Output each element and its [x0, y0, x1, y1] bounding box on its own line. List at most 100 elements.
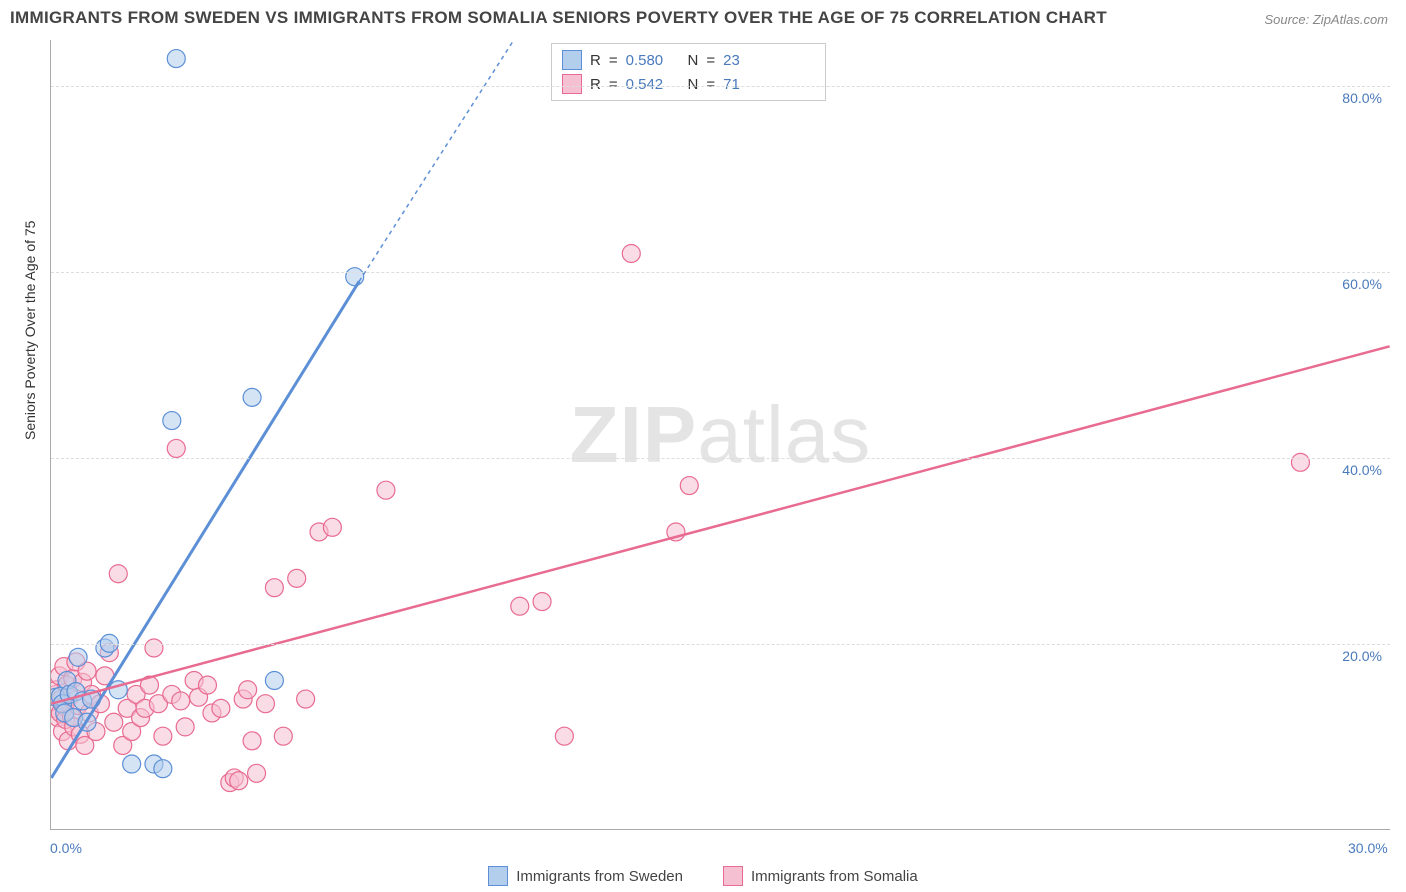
stats-legend: R = 0.580 N = 23 R = 0.542 N = 71	[551, 43, 826, 101]
scatter-point	[78, 662, 96, 680]
scatter-point	[109, 565, 127, 583]
x-tick-label: 0.0%	[50, 840, 82, 856]
r-value-0: 0.580	[626, 52, 664, 69]
scatter-point	[123, 755, 141, 773]
scatter-point	[198, 676, 216, 694]
gridline	[51, 86, 1390, 87]
trend-line	[51, 281, 359, 778]
bottom-label-sweden: Immigrants from Sweden	[516, 868, 683, 885]
scatter-point	[51, 685, 65, 703]
scatter-point	[80, 704, 98, 722]
scatter-point	[54, 695, 72, 713]
scatter-point	[51, 709, 67, 727]
scatter-point	[243, 732, 261, 750]
scatter-point	[67, 683, 85, 701]
scatter-point	[141, 676, 159, 694]
scatter-point	[123, 723, 141, 741]
scatter-point	[323, 518, 341, 536]
swatch-sweden	[562, 50, 582, 70]
plot-area: ZIPatlas R = 0.580 N = 23 R = 0.542 N	[50, 40, 1390, 830]
chart-title: IMMIGRANTS FROM SWEDEN VS IMMIGRANTS FRO…	[10, 8, 1107, 28]
scatter-point	[190, 688, 208, 706]
scatter-point	[51, 667, 68, 685]
x-tick-label: 30.0%	[1348, 840, 1388, 856]
scatter-point	[297, 690, 315, 708]
eq-1a: =	[609, 76, 618, 93]
scatter-point	[248, 764, 266, 782]
scatter-point	[69, 648, 87, 666]
scatter-point	[154, 727, 172, 745]
scatter-point	[87, 723, 105, 741]
stats-row-sweden: R = 0.580 N = 23	[562, 48, 815, 72]
scatter-point	[555, 727, 573, 745]
scatter-point	[83, 690, 101, 708]
scatter-point	[154, 760, 172, 778]
scatter-point	[667, 523, 685, 541]
scatter-point	[256, 695, 274, 713]
scatter-point	[57, 710, 75, 728]
scatter-point	[59, 732, 77, 750]
scatter-point	[622, 245, 640, 263]
stats-row-somalia: R = 0.542 N = 71	[562, 72, 815, 96]
trend-line-dashed	[359, 40, 520, 281]
scatter-point	[265, 671, 283, 689]
y-tick-label: 20.0%	[1342, 648, 1382, 664]
eq-1b: =	[706, 76, 715, 93]
scatter-point	[203, 704, 221, 722]
bottom-label-somalia: Immigrants from Somalia	[751, 868, 918, 885]
scatter-point	[105, 713, 123, 731]
plot-svg	[51, 40, 1390, 829]
scatter-point	[288, 569, 306, 587]
scatter-point	[51, 699, 63, 717]
scatter-point	[65, 718, 83, 736]
n-label-0: N	[688, 52, 699, 69]
scatter-point	[274, 727, 292, 745]
scatter-point	[71, 725, 89, 743]
n-value-0: 23	[723, 52, 740, 69]
scatter-point	[58, 676, 76, 694]
bottom-legend-sweden: Immigrants from Sweden	[488, 866, 683, 886]
scatter-point	[377, 481, 395, 499]
scatter-point	[62, 708, 80, 726]
scatter-point	[230, 772, 248, 790]
scatter-point	[145, 755, 163, 773]
scatter-point	[51, 687, 69, 705]
n-value-1: 71	[723, 76, 740, 93]
scatter-point	[185, 671, 203, 689]
r-label-0: R	[590, 52, 601, 69]
bottom-legend: Immigrants from Sweden Immigrants from S…	[0, 866, 1406, 886]
scatter-point	[78, 713, 96, 731]
scatter-point	[67, 653, 85, 671]
r-value-1: 0.542	[626, 76, 664, 93]
bottom-swatch-sweden	[488, 866, 508, 886]
scatter-point	[511, 597, 529, 615]
scatter-point	[132, 709, 150, 727]
bottom-legend-somalia: Immigrants from Somalia	[723, 866, 918, 886]
scatter-point	[56, 697, 74, 715]
scatter-point	[118, 699, 136, 717]
scatter-point	[167, 50, 185, 68]
scatter-point	[163, 412, 181, 430]
scatter-point	[96, 667, 114, 685]
scatter-point	[310, 523, 328, 541]
scatter-point	[149, 695, 167, 713]
scatter-point	[60, 688, 78, 706]
scatter-point	[225, 769, 243, 787]
scatter-point	[346, 268, 364, 286]
scatter-point	[96, 639, 114, 657]
trend-line	[51, 346, 1389, 703]
scatter-point	[64, 670, 82, 688]
scatter-point	[51, 704, 69, 722]
scatter-point	[58, 671, 76, 689]
watermark-bold: ZIP	[570, 390, 697, 479]
scatter-point	[243, 388, 261, 406]
eq-0b: =	[706, 52, 715, 69]
gridline	[51, 458, 1390, 459]
y-tick-label: 60.0%	[1342, 276, 1382, 292]
gridline	[51, 644, 1390, 645]
scatter-point	[136, 699, 154, 717]
scatter-point	[83, 685, 101, 703]
scatter-point	[55, 658, 73, 676]
scatter-point	[127, 685, 145, 703]
r-label-1: R	[590, 76, 601, 93]
